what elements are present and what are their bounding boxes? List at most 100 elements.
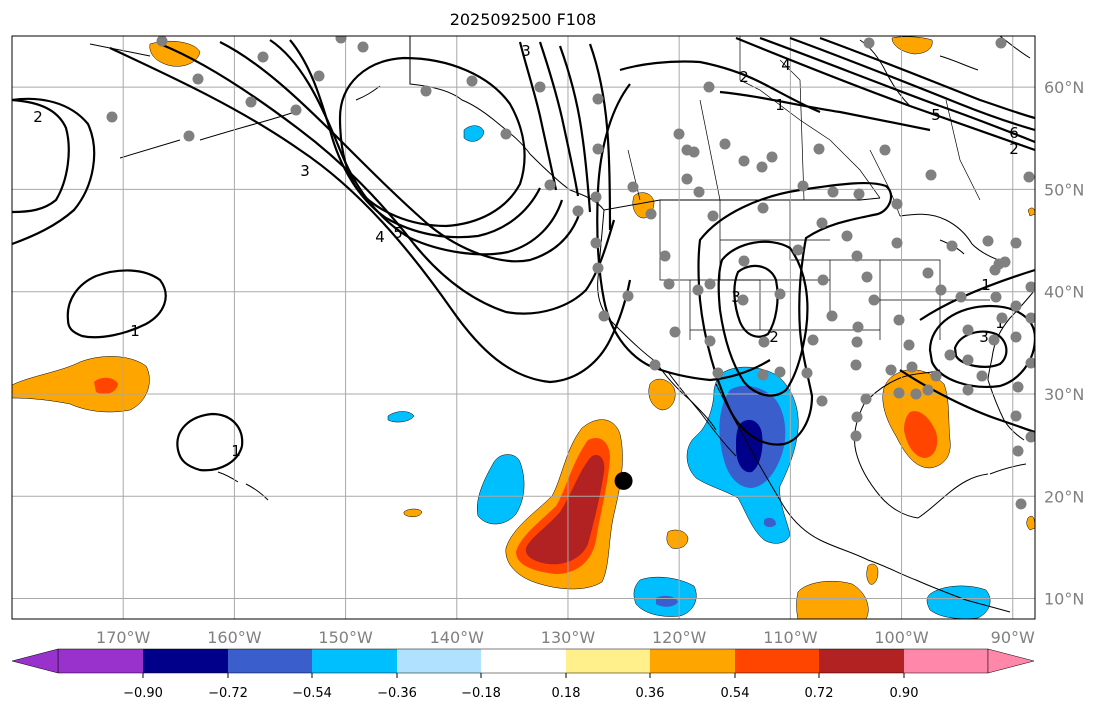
station-dot [851, 411, 863, 423]
lat-tick-label: 20°N [1044, 487, 1084, 506]
station-dot [1010, 410, 1022, 422]
station-dot [1012, 381, 1024, 393]
station-dot [598, 310, 610, 322]
station-dot [850, 359, 862, 371]
station-dot [893, 387, 905, 399]
contour-label: 3 [521, 42, 531, 60]
colorbar-tick-label: 0.18 [552, 686, 581, 701]
station-dot [1025, 357, 1035, 369]
positive-anomaly-east-edge-2 [1026, 515, 1035, 531]
contour-label: 5 [931, 106, 941, 124]
station-dot [982, 235, 994, 247]
colorbar-bin [650, 649, 735, 673]
station-dot [962, 354, 974, 366]
station-dot [1010, 300, 1022, 312]
contour-label: 4 [781, 56, 791, 74]
station-dot [649, 359, 661, 371]
colorbar-bin [58, 649, 143, 673]
station-dot [622, 290, 634, 302]
station-dot [850, 430, 862, 442]
positive-anomaly-hudson [891, 36, 933, 55]
station-dot [500, 128, 512, 140]
station-dot [903, 339, 915, 351]
lat-tick-label: 10°N [1044, 590, 1084, 609]
station-dot [313, 70, 325, 82]
station-dot [663, 278, 675, 290]
contour-lines [12, 36, 1035, 472]
colorbar-bin [735, 649, 819, 673]
contour-label: 5 [393, 224, 403, 242]
station-dot [988, 334, 1000, 346]
lon-tick-label: 150°W [318, 628, 373, 647]
station-dot [999, 256, 1011, 268]
station-dot [841, 230, 853, 242]
station-dot [1010, 237, 1022, 249]
station-dot [156, 36, 168, 47]
contour-label: 6 [1009, 124, 1019, 142]
strong-anomaly-gulf [904, 411, 938, 458]
positive-anomaly-115w [666, 529, 689, 549]
lon-tick-label: 170°W [96, 628, 151, 647]
station-dot [922, 384, 934, 396]
station-dot [590, 191, 602, 203]
target-marker [614, 471, 633, 490]
station-dot [572, 205, 584, 217]
lon-tick-label: 90°W [991, 628, 1035, 647]
colorbar-bin [312, 649, 397, 673]
station-dot [827, 186, 839, 198]
colorbar-bin [228, 649, 312, 673]
station-dot [335, 36, 347, 44]
colorbar-tick-label: 0.54 [721, 686, 750, 701]
colorbar-tick-label: −0.18 [461, 686, 501, 701]
colorbar: −0.90 −0.72 −0.54 −0.36 −0.18 0.18 0.36 0.54 0.7… [11, 648, 1035, 701]
map-frame [11, 35, 1036, 620]
station-dot [1015, 498, 1027, 510]
lon-tick-label: 110°W [763, 628, 818, 647]
negative-anomaly-90w-10n [926, 585, 991, 619]
station-dot [906, 361, 918, 373]
colorbar-tick-label: 0.72 [805, 686, 834, 701]
positive-anomaly-95w [866, 563, 879, 585]
colorbar-tick-label: −0.90 [123, 686, 163, 701]
station-dot [989, 264, 1001, 276]
station-dot [707, 210, 719, 222]
contour-label: 1 [775, 96, 785, 114]
contour-label: 2 [33, 108, 43, 126]
station-dot [688, 146, 700, 158]
station-dot [1025, 281, 1035, 293]
positive-anomaly-central-pacific [12, 356, 150, 413]
lon-tick-label: 160°W [207, 628, 262, 647]
colorbar-tick-labels: −0.90 −0.72 −0.54 −0.36 −0.18 0.18 0.36 0.54 0.7… [123, 673, 918, 701]
colorbar-tick-label: 0.90 [890, 686, 919, 701]
station-dot [962, 324, 974, 336]
map-background [12, 36, 1035, 619]
station-dot [704, 278, 716, 290]
colorbar-bins [57, 648, 989, 674]
contour-label: 1 [231, 442, 241, 460]
station-dot [930, 370, 942, 382]
station-dot [704, 335, 716, 347]
station-dots [106, 36, 1035, 510]
station-dot [592, 93, 604, 105]
positive-anomaly-100w [796, 581, 869, 619]
station-dot [645, 208, 657, 220]
station-dot [996, 312, 1008, 324]
station-dot [466, 75, 478, 87]
station-dot [183, 130, 195, 142]
contour-label: 2 [769, 328, 779, 346]
lat-tick-label: 30°N [1044, 385, 1084, 404]
contour-label: 3 [300, 162, 310, 180]
station-dot [627, 181, 639, 193]
station-dot [826, 310, 838, 322]
station-dot [861, 271, 873, 283]
station-dot [693, 186, 705, 198]
station-dot [885, 364, 897, 376]
station-dot [737, 294, 749, 306]
map-title: 2025092500 F108 [449, 10, 597, 29]
station-dot [1023, 171, 1035, 183]
station-dot [891, 198, 903, 210]
station-dot [106, 111, 118, 123]
station-dot [758, 336, 770, 348]
